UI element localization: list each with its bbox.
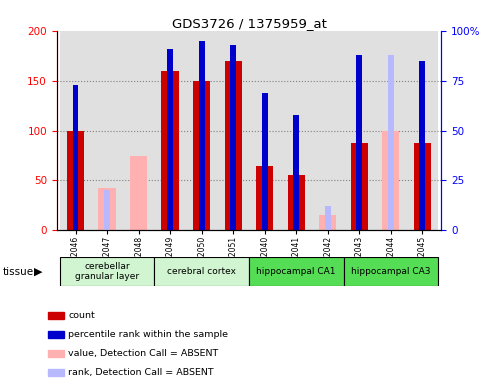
Bar — [154, 257, 249, 286]
Bar — [99, 189, 116, 230]
Bar — [105, 190, 110, 230]
Bar — [67, 131, 84, 230]
Text: ▶: ▶ — [34, 267, 42, 277]
Text: tissue: tissue — [2, 267, 34, 277]
Bar — [154, 31, 186, 230]
Text: hippocampal CA3: hippocampal CA3 — [351, 267, 430, 276]
Text: rank, Detection Call = ABSENT: rank, Detection Call = ABSENT — [68, 368, 214, 377]
Bar — [249, 31, 281, 230]
Text: cerebellar
granular layer: cerebellar granular layer — [75, 262, 139, 281]
Bar — [162, 71, 179, 230]
Bar — [407, 31, 438, 230]
Bar — [217, 31, 249, 230]
Bar — [193, 81, 211, 230]
Bar — [60, 257, 154, 286]
Bar — [375, 31, 407, 230]
Bar — [123, 31, 154, 230]
Bar — [48, 312, 64, 319]
Bar — [351, 142, 368, 230]
Bar — [256, 166, 274, 230]
Bar — [91, 31, 123, 230]
Bar — [293, 114, 299, 230]
Bar — [281, 31, 312, 230]
Bar — [319, 215, 336, 230]
Bar — [224, 61, 242, 230]
Bar — [344, 31, 375, 230]
Bar — [312, 31, 344, 230]
Bar — [287, 175, 305, 230]
Text: hippocampal CA1: hippocampal CA1 — [256, 267, 336, 276]
Bar — [167, 49, 173, 230]
Bar — [48, 369, 64, 376]
Bar — [344, 257, 438, 286]
Bar — [48, 331, 64, 338]
Bar — [382, 131, 399, 230]
Bar — [388, 55, 393, 230]
Bar — [356, 55, 362, 230]
Text: count: count — [68, 311, 95, 320]
Text: cerebral cortex: cerebral cortex — [167, 267, 236, 276]
Bar — [249, 257, 344, 286]
Bar — [199, 41, 205, 230]
Bar — [60, 31, 91, 230]
Text: percentile rank within the sample: percentile rank within the sample — [68, 330, 228, 339]
Bar — [73, 84, 78, 230]
Text: value, Detection Call = ABSENT: value, Detection Call = ABSENT — [68, 349, 218, 358]
Bar — [130, 156, 147, 230]
Bar — [262, 93, 268, 230]
Bar — [48, 350, 64, 357]
Bar — [420, 61, 425, 230]
Bar — [230, 45, 236, 230]
Bar — [186, 31, 217, 230]
Bar — [325, 207, 331, 230]
Title: GDS3726 / 1375959_at: GDS3726 / 1375959_at — [172, 17, 326, 30]
Bar — [414, 142, 431, 230]
